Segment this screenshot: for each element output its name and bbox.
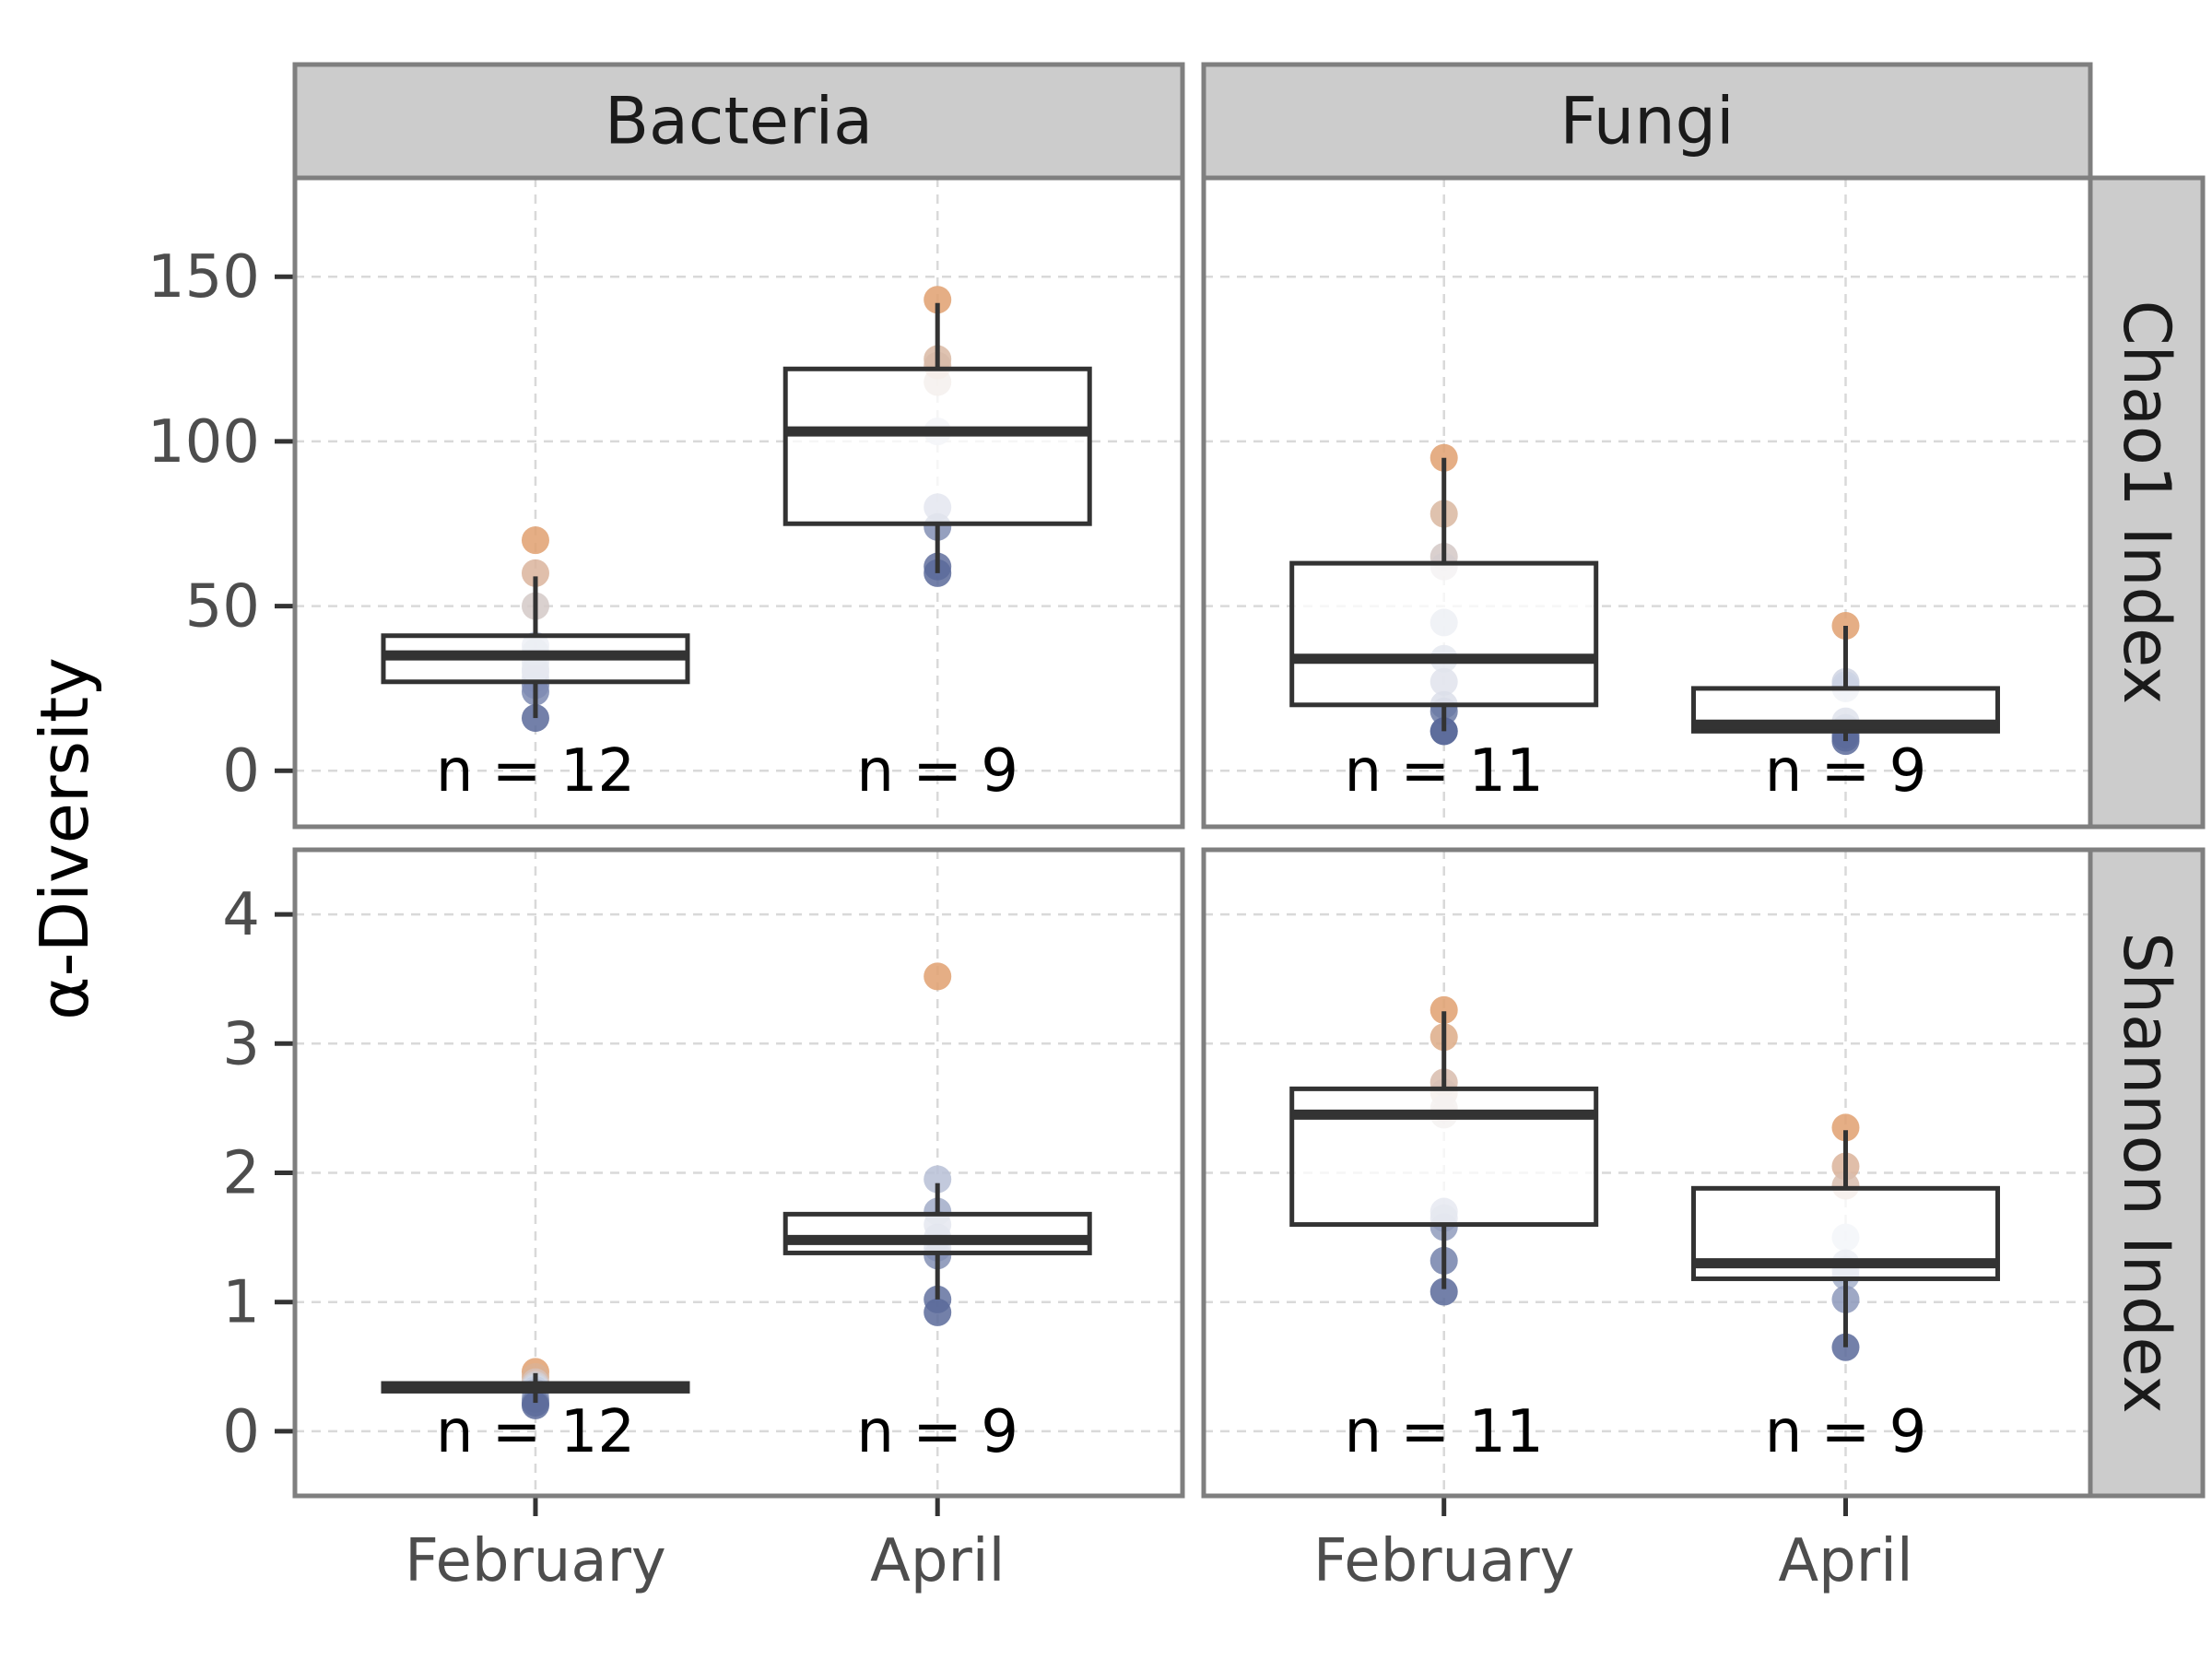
data-point-fungi-shannon-index-february [1430, 995, 1458, 1024]
data-point-bacteria-chao1-index-april [924, 286, 952, 314]
column-label-fungi: Fungi [1559, 84, 1734, 159]
data-point-fungi-shannon-index-april [1831, 1113, 1860, 1142]
y-axis-title: α-Diversity [26, 657, 103, 1020]
panel-frame-bacteria-chao1-index [292, 175, 1185, 830]
y-tick-label: 4 [222, 881, 260, 949]
x-tick-label-february: February [1313, 1527, 1575, 1595]
row-strip-chao1-index [2088, 175, 2206, 830]
grid-layer [295, 178, 2090, 1496]
box-bacteria-chao1-index-april [782, 366, 1092, 526]
column-label-bacteria: Bacteria [605, 84, 873, 159]
panel-frame-fungi-chao1-index [1201, 175, 2093, 830]
row-strip-shannon-index [2088, 847, 2206, 1499]
row-label-shannon-index: Shannon Index [2109, 932, 2184, 1414]
data-point-bacteria-shannon-index-april [924, 1165, 952, 1194]
sample-size-label-fungi-chao1-index-april: n = 9 [1765, 737, 1927, 806]
sample-size-label-bacteria-shannon-index-april: n = 9 [856, 1398, 1018, 1466]
data-point-bacteria-shannon-index-april [924, 962, 952, 991]
y-tick-label: 3 [222, 1010, 260, 1078]
column-strip-bacteria [292, 62, 1185, 181]
sample-size-label-bacteria-chao1-index-april: n = 9 [856, 737, 1018, 806]
sample-size-label-fungi-shannon-index-february: n = 11 [1345, 1398, 1544, 1466]
data-point-bacteria-chao1-index-february [521, 559, 549, 587]
panel-frame-bacteria-shannon-index [292, 847, 1185, 1499]
box-bacteria-shannon-index-april [782, 1211, 1092, 1255]
frames-layer [275, 62, 2206, 1516]
data-point-bacteria-chao1-index-february [521, 526, 549, 555]
data-point-bacteria-shannon-index-april [924, 1298, 952, 1326]
panel-frame-fungi-shannon-index [1201, 847, 2093, 1499]
y-tick-label: 100 [147, 408, 260, 477]
text-layer: Bacteria Fungi Chao1 Index Shannon Index 0 50… [147, 84, 2184, 1596]
boxes-layer [381, 302, 2000, 1404]
column-strip-fungi [1201, 62, 2093, 181]
y-tick-label: 150 [147, 243, 260, 312]
y-tick-label: 0 [222, 1398, 260, 1466]
data-point-bacteria-shannon-index-february [521, 1391, 549, 1419]
sample-size-label-fungi-shannon-index-april: n = 9 [1765, 1398, 1927, 1466]
row-label-chao1-index: Chao1 Index [2109, 300, 2184, 704]
box-fungi-chao1-index-february [1289, 560, 1599, 708]
sample-size-label-fungi-chao1-index-february: n = 11 [1345, 737, 1544, 806]
x-tick-label-april: April [1778, 1527, 1912, 1595]
sample-size-label-bacteria-shannon-index-february: n = 12 [436, 1398, 635, 1466]
x-tick-label-april: April [870, 1527, 1005, 1595]
data-point-fungi-shannon-index-february [1430, 1277, 1458, 1306]
x-tick-label-february: February [405, 1527, 666, 1595]
box-fungi-shannon-index-february [1289, 1086, 1599, 1228]
y-tick-label: 2 [222, 1140, 260, 1208]
y-tick-label: 0 [222, 737, 260, 806]
y-tick-label: 1 [222, 1269, 260, 1337]
y-tick-label: 50 [185, 573, 260, 641]
sample-size-label-bacteria-chao1-index-february: n = 12 [436, 737, 635, 806]
